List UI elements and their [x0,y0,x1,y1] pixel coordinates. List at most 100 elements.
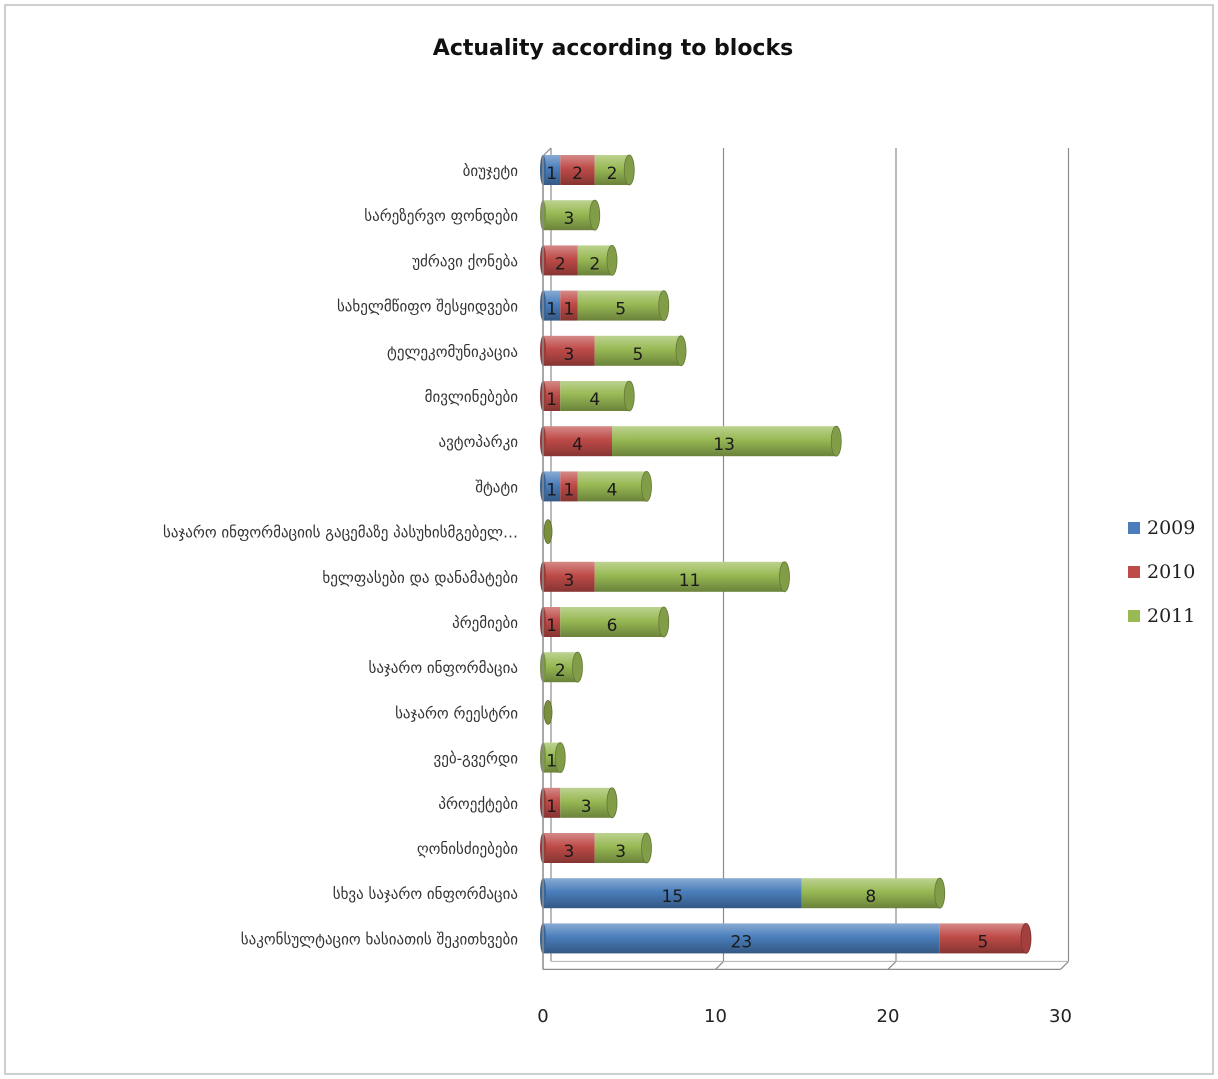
data-label: 2 [589,254,600,274]
labels-layer: ბიუჯეტი 1 2 2 სარეზერვო ფონდები 3 უძრავი ქონებ… [163,162,988,952]
data-label: 1 [546,752,557,772]
category-label: შტატი [475,478,518,496]
bar-segment-2010 [543,833,595,863]
category-label: ბიუჯეტი [463,162,519,180]
bar-segment-2011 [594,833,647,863]
legend-swatch-2010 [1128,566,1140,578]
data-label: 1 [546,616,557,636]
bar-end-cap [641,470,652,502]
bar-segment-2011 [577,290,664,321]
bar-end-cap [606,244,618,276]
bar-end-cap [623,154,635,186]
bar-segment-2011 [594,155,630,185]
bar-segment-2011 [577,245,612,276]
category-label: ხელფასები და დანამატები [322,569,518,587]
bar-segment-2010 [543,607,561,637]
data-label: 5 [615,300,626,320]
legend-swatch-2009 [1128,522,1140,534]
bar-segment-2011 [543,652,578,683]
x-tick-label: 20 [877,1006,900,1027]
bar-segment-2009 [543,471,561,502]
chart-title: Actuality according to blocks [433,36,793,61]
category-label: უძრავი ქონება [412,252,518,270]
data-label: 3 [563,571,574,591]
bar-segment-2010 [543,787,561,818]
data-label: 1 [546,300,557,320]
bar-segment-2010 [939,923,1026,954]
bar-segment-2010 [543,561,595,592]
bar-segment-2011 [560,787,612,818]
legend-swatch-2011 [1128,610,1140,622]
gridline-floor [1060,960,1069,970]
category-label: საჯარო ინფორმაციის გაცემაზე პასუხისმგებე… [163,524,518,542]
bar-segment-2010 [560,290,578,321]
chart-border [4,4,1214,1075]
data-label: 5 [977,932,988,952]
data-label: 4 [589,390,600,410]
data-label: 3 [615,842,626,862]
category-label: ვებ-გვერდი [434,750,519,768]
data-label: 1 [546,480,557,500]
x-tick-label: 10 [704,1006,727,1027]
legend-label: 2010 [1147,561,1195,583]
bar-empty-disc [543,519,553,544]
bar-segment-2010 [543,381,561,411]
bar-empty-disc [543,700,553,725]
data-label: 1 [563,300,574,320]
axis-layer: 0 10 20 30 [537,147,1072,1027]
data-label: 3 [563,842,574,862]
bar-end-cap [606,787,618,819]
data-label: 4 [572,435,583,455]
bar-segment-2011 [801,878,940,909]
bar-end-cap [658,606,670,638]
legend: 2009 2010 2011 [1128,517,1195,627]
category-label: ავტოპარკი [438,433,518,451]
data-label: 1 [563,480,574,500]
legend-label: 2011 [1147,605,1195,627]
data-label: 4 [607,480,618,500]
bar-end-cap [641,832,652,864]
category-label: საკონსულტაციო ხასიათის შეკითხვები [241,930,518,948]
bar-end-cap [779,561,790,593]
data-label: 1 [546,390,557,410]
bar-segment-2009 [543,923,940,954]
bar-segment-2011 [594,335,681,366]
bar-end-cap [675,335,687,367]
bar-segment-2011 [560,381,630,411]
bars-layer [540,154,1032,954]
bar-segment-2011 [543,200,595,231]
x-tick-label: 30 [1049,1006,1072,1027]
bar-end-cap [1020,923,1032,954]
axis-corner [542,147,552,157]
data-label: 3 [563,209,574,229]
category-label: სახელმწიფო შესყიდვები [337,298,518,316]
bar-end-cap [658,290,670,322]
category-label: სხვა საჯარო ინფორმაცია [333,885,518,903]
data-label: 2 [555,661,566,681]
bar-end-cap [934,877,946,909]
bar-segment-2010 [560,471,578,502]
grid-layer [550,148,1070,970]
category-label: სარეზერვო ფონდები [364,207,518,225]
bar-segment-2011 [612,426,837,457]
data-label: 6 [607,616,618,636]
data-label: 3 [563,345,574,365]
bar-end-cap [830,425,842,457]
bar-segment-2011 [594,561,785,592]
category-label: ღონისძიებები [417,840,518,858]
bar-segment-2010 [543,245,578,276]
data-label: 15 [662,887,684,907]
category-label: საჯარო რეესტრი [395,704,518,722]
category-label: ტელეკომუნიკაცია [387,343,518,361]
data-label: 5 [632,345,643,365]
category-label: საჯარო ინფორმაცია [369,659,519,677]
bar-segment-2010 [560,155,595,185]
gridline-floor [715,960,724,970]
data-label: 2 [555,254,566,274]
bar-segment-2009 [543,878,802,909]
data-label: 1 [546,797,557,817]
bar-end-cap [589,199,601,231]
bar-end-cap [623,380,635,412]
bar-segment-2011 [560,607,664,637]
